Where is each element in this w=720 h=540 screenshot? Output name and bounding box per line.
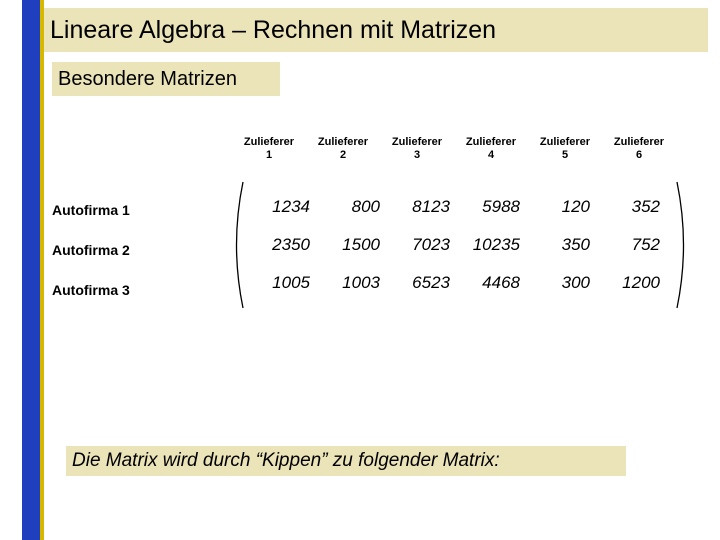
matrix-cell: 1200: [600, 273, 670, 293]
row-label: Autofirma 2: [52, 230, 130, 270]
matrix-cell: 1003: [320, 273, 390, 293]
matrix-column-headers: Zulieferer1 Zulieferer2 Zulieferer3 Zuli…: [232, 136, 712, 162]
col-header: Zulieferer3: [380, 136, 454, 162]
matrix-cell: 4468: [460, 273, 530, 293]
slide-caption: Die Matrix wird durch “Kippen” zu folgen…: [66, 446, 626, 476]
col-header: Zulieferer4: [454, 136, 528, 162]
matrix-cell: 5988: [460, 197, 530, 217]
matrix-cell: 752: [600, 235, 670, 255]
matrix-cell: 300: [530, 273, 600, 293]
slide-title: Lineare Algebra – Rechnen mit Matrizen: [44, 8, 708, 52]
matrix-cell: 6523: [390, 273, 460, 293]
row-label: Autofirma 3: [52, 270, 130, 310]
matrix-cell: 120: [530, 197, 600, 217]
col-header: Zulieferer1: [232, 136, 306, 162]
matrix-cell: 800: [320, 197, 390, 217]
matrix-row: 1005 1003 6523 4468 300 1200: [250, 264, 670, 302]
matrix-rows: 1234 800 8123 5988 120 352 2350 1500 702…: [250, 188, 670, 302]
accent-bar-blue: [22, 0, 40, 540]
matrix-row: 1234 800 8123 5988 120 352: [250, 188, 670, 226]
matrix-row-labels: Autofirma 1 Autofirma 2 Autofirma 3: [52, 190, 130, 310]
col-header: Zulieferer5: [528, 136, 602, 162]
col-header: Zulieferer6: [602, 136, 676, 162]
matrix-cell: 350: [530, 235, 600, 255]
matrix-cell: 1234: [250, 197, 320, 217]
accent-bar-gold: [40, 0, 44, 540]
matrix-cell: 1005: [250, 273, 320, 293]
left-paren-icon: [228, 180, 248, 310]
matrix-row: 2350 1500 7023 10235 350 752: [250, 226, 670, 264]
row-label: Autofirma 1: [52, 190, 130, 230]
matrix-cell: 7023: [390, 235, 460, 255]
matrix-cell: 10235: [460, 235, 530, 255]
matrix-cell: 2350: [250, 235, 320, 255]
col-header: Zulieferer2: [306, 136, 380, 162]
matrix-cell: 1500: [320, 235, 390, 255]
matrix-body: 1234 800 8123 5988 120 352 2350 1500 702…: [232, 180, 687, 310]
right-paren-icon: [672, 180, 692, 310]
matrix-cell: 8123: [390, 197, 460, 217]
matrix-cell: 352: [600, 197, 670, 217]
slide-subtitle: Besondere Matrizen: [52, 62, 280, 96]
slide-canvas: Lineare Algebra – Rechnen mit Matrizen B…: [0, 0, 720, 540]
